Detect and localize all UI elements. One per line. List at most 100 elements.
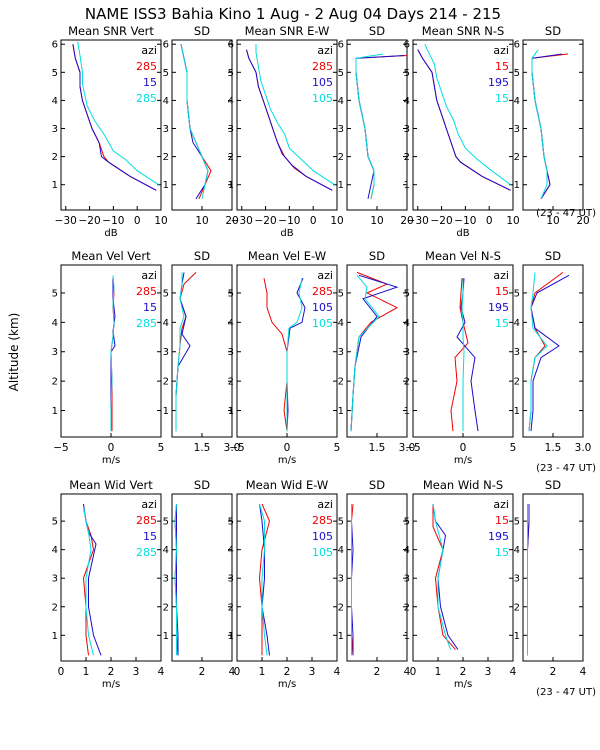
- x-tick-label: 3.0: [399, 442, 416, 454]
- legend-entry: 285: [136, 60, 157, 73]
- x-tick-label: 4: [580, 666, 587, 678]
- panel-0-5: SD 1 2 3 4 5 6 10 20: [514, 24, 590, 227]
- y-tick-label: 1: [404, 180, 410, 191]
- x-tick-label: 1.5: [194, 442, 211, 454]
- y-tick-label: 2: [52, 377, 58, 388]
- panel-title: SD: [194, 478, 210, 492]
- y-tick-label: 5: [514, 517, 520, 528]
- y-tick-label: 3: [228, 347, 234, 358]
- legend-entry: 285: [312, 285, 333, 298]
- panel-frame: [236, 39, 338, 211]
- y-tick-label: 3: [228, 124, 234, 135]
- series-line-blue: [246, 49, 333, 191]
- panel-1-3: SD 1 2 3 4 5 1.5 3.0: [338, 249, 416, 454]
- y-tick-label: 5: [338, 288, 344, 299]
- x-tick-label: 1: [435, 666, 442, 678]
- x-tick-label: 2: [108, 666, 115, 678]
- panel-title: Mean SNR E-W: [245, 24, 330, 38]
- x-tick-label: −10: [278, 215, 300, 227]
- y-tick-label: 3: [338, 124, 344, 135]
- panel-title: SD: [545, 249, 561, 263]
- y-tick-label: 2: [338, 602, 344, 613]
- x-tick-label: −5: [405, 442, 420, 454]
- panel-frame: [522, 264, 584, 438]
- y-tick-label: 1: [52, 406, 58, 417]
- panel-frame: [522, 493, 584, 662]
- panel-title: SD: [545, 24, 561, 38]
- panel-title: Mean Wid Vert: [69, 478, 153, 492]
- y-tick-label: 3: [404, 574, 410, 585]
- panel-title: Mean Vel Vert: [71, 249, 151, 263]
- x-tick-label: −10: [102, 215, 124, 227]
- y-tick-label: 4: [163, 545, 169, 556]
- x-tick-label: 10: [195, 215, 208, 227]
- y-tick-label: 5: [163, 288, 169, 299]
- legend-entry: 15: [143, 301, 157, 314]
- legend-entry: 15: [495, 514, 509, 527]
- series-line-blue: [259, 503, 270, 656]
- legend-entry: 105: [312, 317, 333, 330]
- series-line-cyan: [350, 274, 380, 432]
- y-tick-label: 5: [163, 517, 169, 528]
- panel-frame: [346, 493, 408, 662]
- x-tick-label: 2: [284, 666, 291, 678]
- y-tick-label: 5: [404, 288, 410, 299]
- y-tick-label: 3: [163, 347, 169, 358]
- y-tick-label: 1: [514, 180, 520, 191]
- series-line-red: [258, 503, 271, 656]
- y-tick-label: 1: [52, 180, 58, 191]
- y-tick-label: 1: [404, 631, 410, 642]
- x-tick-label: 4: [510, 666, 517, 678]
- series-line-cyan: [77, 41, 159, 186]
- y-tick-label: 1: [514, 406, 520, 417]
- legend-entry: 285: [312, 60, 333, 73]
- legend-header: azi: [317, 498, 333, 511]
- y-tick-label: 4: [514, 318, 520, 329]
- x-tick-label: 3: [133, 666, 140, 678]
- series-line-blue: [530, 274, 570, 432]
- y-tick-label: 1: [514, 631, 520, 642]
- panel-title: Mean SNR N-S: [422, 24, 505, 38]
- y-tick-label: 5: [163, 68, 169, 79]
- legend-entry: 15: [495, 285, 509, 298]
- series-line-cyan: [286, 278, 303, 432]
- y-tick-label: 2: [514, 152, 520, 163]
- legend-header: azi: [493, 44, 509, 57]
- y-tick-label: 1: [163, 180, 169, 191]
- series-line-cyan: [83, 506, 94, 656]
- panel-title: Mean SNR Vert: [68, 24, 154, 38]
- x-tick-label: 10: [154, 215, 167, 227]
- y-tick-label: 4: [228, 545, 234, 556]
- x-tick-label: 3.0: [575, 442, 592, 454]
- series-line-cyan: [461, 278, 465, 432]
- y-tick-label: 2: [514, 602, 520, 613]
- series-line-cyan: [110, 275, 115, 432]
- x-tick-label: 5: [158, 442, 165, 454]
- y-tick-label: 5: [228, 517, 234, 528]
- y-tick-label: 2: [163, 602, 169, 613]
- y-tick-label: 4: [228, 318, 234, 329]
- legend-header: azi: [141, 498, 157, 511]
- legend-entry: 105: [312, 76, 333, 89]
- y-tick-label: 2: [163, 377, 169, 388]
- y-tick-label: 1: [228, 180, 234, 191]
- legend-entry: 105: [312, 301, 333, 314]
- panel-title: Mean Wid N-S: [423, 478, 503, 492]
- legend-entry: 195: [488, 301, 509, 314]
- time-note-row-3: (23 - 47 UT): [536, 687, 596, 698]
- panel-1-5: SD 1 2 3 4 5 1.5 3.0: [514, 249, 592, 454]
- x-tick-label: 20: [576, 215, 589, 227]
- x-tick-label: 2: [374, 666, 381, 678]
- y-tick-label: 5: [514, 288, 520, 299]
- panel-title: SD: [545, 478, 561, 492]
- y-tick-label: 4: [404, 318, 410, 329]
- x-tick-label: 2: [199, 666, 206, 678]
- x-tick-label: 0: [284, 442, 291, 454]
- figure-title: NAME ISS3 Bahia Kino 1 Aug - 2 Aug 04 Da…: [85, 5, 501, 23]
- x-tick-label: −30: [55, 215, 77, 227]
- x-tick-label: −30: [407, 215, 429, 227]
- y-tick-label: 2: [338, 377, 344, 388]
- legend-entry: 195: [488, 76, 509, 89]
